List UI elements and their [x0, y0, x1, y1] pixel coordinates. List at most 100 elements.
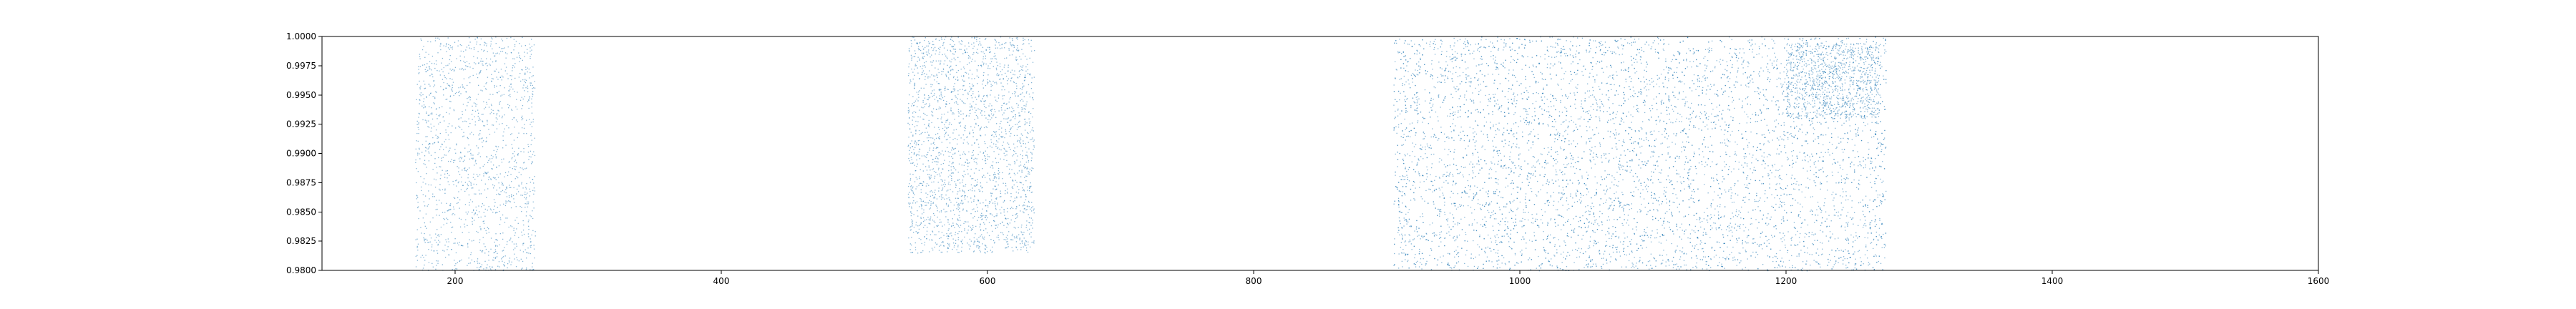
- data-point: [496, 239, 497, 240]
- data-point: [499, 173, 501, 175]
- data-point: [1031, 50, 1033, 52]
- data-point: [918, 46, 919, 48]
- data-point: [951, 235, 952, 237]
- data-point: [498, 72, 499, 73]
- data-point: [437, 37, 439, 39]
- data-point: [1003, 239, 1005, 240]
- data-point: [1017, 186, 1018, 187]
- data-point: [416, 245, 418, 247]
- data-point: [522, 260, 524, 263]
- data-point: [470, 154, 472, 156]
- data-point: [921, 206, 922, 207]
- data-point: [992, 115, 994, 117]
- data-point: [478, 205, 479, 207]
- data-point: [485, 141, 487, 142]
- data-point: [976, 99, 977, 100]
- data-point: [446, 44, 447, 46]
- data-point: [1033, 242, 1035, 244]
- data-point: [985, 55, 986, 57]
- data-point: [912, 202, 914, 204]
- data-point: [1020, 249, 1022, 250]
- data-point: [1005, 42, 1007, 44]
- data-point: [525, 215, 527, 217]
- data-point: [426, 67, 427, 68]
- data-point: [510, 174, 512, 175]
- data-point: [434, 40, 436, 41]
- data-point: [930, 234, 932, 235]
- data-point: [961, 231, 962, 232]
- data-point: [1016, 217, 1018, 218]
- data-point: [928, 43, 930, 44]
- data-point: [915, 112, 917, 113]
- data-point: [912, 162, 914, 164]
- data-point: [942, 242, 944, 243]
- data-point: [1018, 95, 1019, 97]
- data-point: [467, 102, 469, 103]
- data-point: [952, 149, 955, 150]
- data-point: [1025, 241, 1027, 242]
- data-point: [942, 54, 943, 56]
- data-point: [530, 82, 532, 84]
- data-point: [485, 230, 487, 232]
- data-point: [946, 127, 947, 129]
- data-point: [457, 197, 459, 199]
- data-point: [962, 79, 963, 81]
- data-point: [464, 204, 467, 205]
- data-point: [966, 72, 967, 74]
- data-point: [988, 222, 990, 223]
- data-point: [1010, 111, 1012, 112]
- data-point: [517, 177, 519, 179]
- data-point: [479, 129, 481, 132]
- data-point: [950, 49, 951, 52]
- data-point: [449, 78, 451, 79]
- data-point: [933, 89, 935, 91]
- data-point: [928, 97, 930, 99]
- data-point: [461, 158, 462, 160]
- data-point: [920, 182, 922, 184]
- data-point: [1032, 97, 1033, 99]
- data-point: [460, 117, 462, 119]
- data-point: [995, 209, 997, 210]
- data-point: [530, 84, 532, 86]
- data-point: [527, 247, 529, 249]
- data-point: [925, 103, 927, 104]
- data-point: [982, 79, 985, 81]
- data-point: [1015, 213, 1017, 215]
- data-point: [961, 75, 962, 77]
- data-point: [985, 150, 986, 152]
- data-point: [482, 203, 483, 205]
- data-point: [944, 124, 945, 126]
- data-point: [463, 132, 464, 133]
- data-point: [427, 126, 429, 127]
- data-point: [912, 222, 913, 224]
- data-point: [998, 94, 1000, 96]
- data-point: [462, 69, 464, 71]
- data-point: [1030, 225, 1032, 226]
- data-point: [1016, 85, 1018, 87]
- data-point: [925, 127, 927, 129]
- data-point: [967, 162, 969, 164]
- data-point: [513, 198, 514, 200]
- data-point: [957, 36, 959, 38]
- data-point: [1031, 77, 1033, 79]
- data-point: [931, 47, 932, 49]
- data-point: [1015, 95, 1016, 97]
- data-point: [934, 177, 935, 179]
- data-point: [466, 189, 467, 190]
- data-point: [495, 157, 497, 159]
- data-point: [969, 248, 970, 250]
- data-point: [917, 163, 918, 165]
- data-point: [955, 101, 957, 102]
- data-point: [444, 219, 446, 220]
- data-point: [502, 48, 504, 49]
- data-point: [1026, 220, 1028, 222]
- data-point: [975, 52, 977, 53]
- data-point: [932, 75, 935, 77]
- data-point: [917, 61, 918, 62]
- data-point: [998, 110, 1000, 112]
- data-point: [441, 79, 444, 80]
- data-point: [1030, 232, 1032, 233]
- data-point: [975, 114, 977, 117]
- data-point: [444, 188, 446, 190]
- data-point: [1014, 93, 1015, 94]
